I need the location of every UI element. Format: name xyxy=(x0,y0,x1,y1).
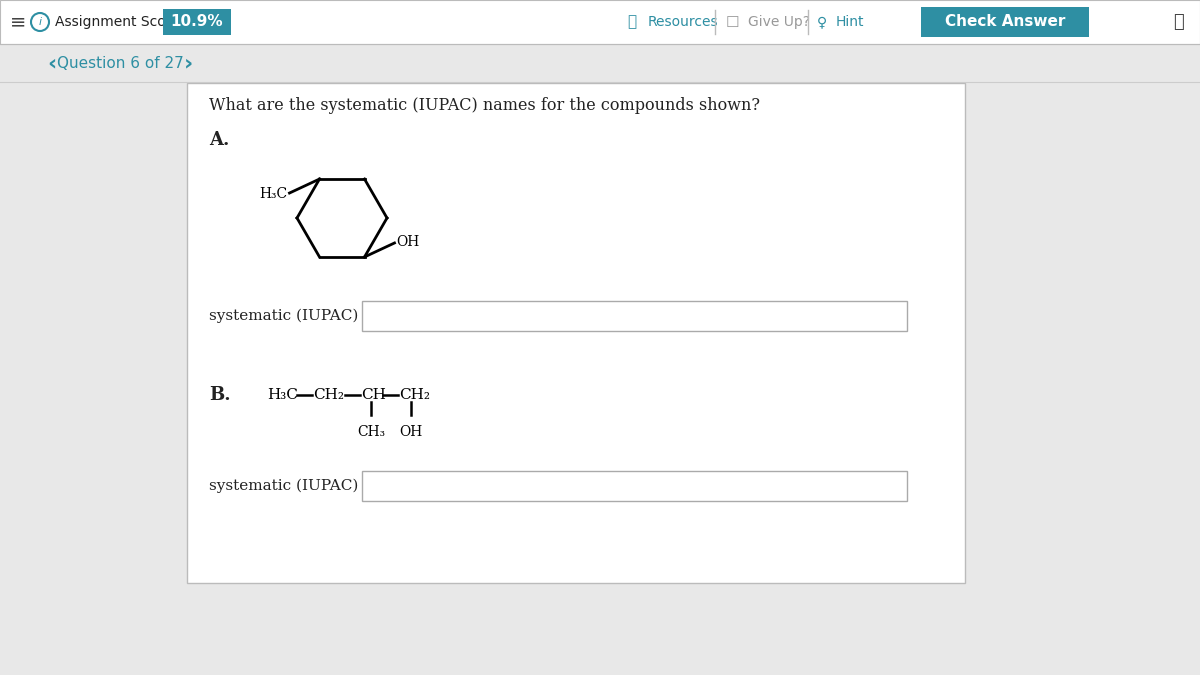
Text: systematic (IUPAC) name:: systematic (IUPAC) name: xyxy=(209,479,410,493)
Text: ♀: ♀ xyxy=(817,15,827,29)
Bar xyxy=(362,471,907,501)
Text: Assignment Score:: Assignment Score: xyxy=(55,15,185,29)
Text: CH₃: CH₃ xyxy=(356,425,385,439)
Text: CH₂: CH₂ xyxy=(398,388,430,402)
Text: ‹: ‹ xyxy=(47,53,56,73)
Text: A.: A. xyxy=(209,131,229,149)
Bar xyxy=(362,301,907,331)
Text: ≡: ≡ xyxy=(10,13,26,32)
Text: OH: OH xyxy=(396,235,420,249)
Bar xyxy=(0,0,1200,44)
Text: ⤡: ⤡ xyxy=(1172,13,1183,31)
Text: Question 6 of 27: Question 6 of 27 xyxy=(56,55,184,70)
Text: ☐: ☐ xyxy=(725,14,739,30)
Text: i: i xyxy=(38,17,42,27)
Text: B.: B. xyxy=(209,386,230,404)
Text: 🗀: 🗀 xyxy=(628,14,636,30)
Text: OH: OH xyxy=(400,425,422,439)
Text: H₃C: H₃C xyxy=(259,187,288,201)
Bar xyxy=(922,7,1090,37)
Text: 10.9%: 10.9% xyxy=(170,14,223,30)
Text: What are the systematic (IUPAC) names for the compounds shown?: What are the systematic (IUPAC) names fo… xyxy=(209,97,760,113)
Text: CH₂: CH₂ xyxy=(313,388,344,402)
Text: systematic (IUPAC) name:: systematic (IUPAC) name: xyxy=(209,308,410,323)
Bar xyxy=(163,9,230,35)
Text: Give Up?: Give Up? xyxy=(748,15,810,29)
Text: H₃C: H₃C xyxy=(266,388,298,402)
Text: Check Answer: Check Answer xyxy=(944,14,1066,30)
Text: Resources: Resources xyxy=(648,15,719,29)
Bar xyxy=(187,83,965,583)
Text: ›: › xyxy=(184,53,193,73)
Text: Hint: Hint xyxy=(836,15,864,29)
Text: CH: CH xyxy=(361,388,386,402)
